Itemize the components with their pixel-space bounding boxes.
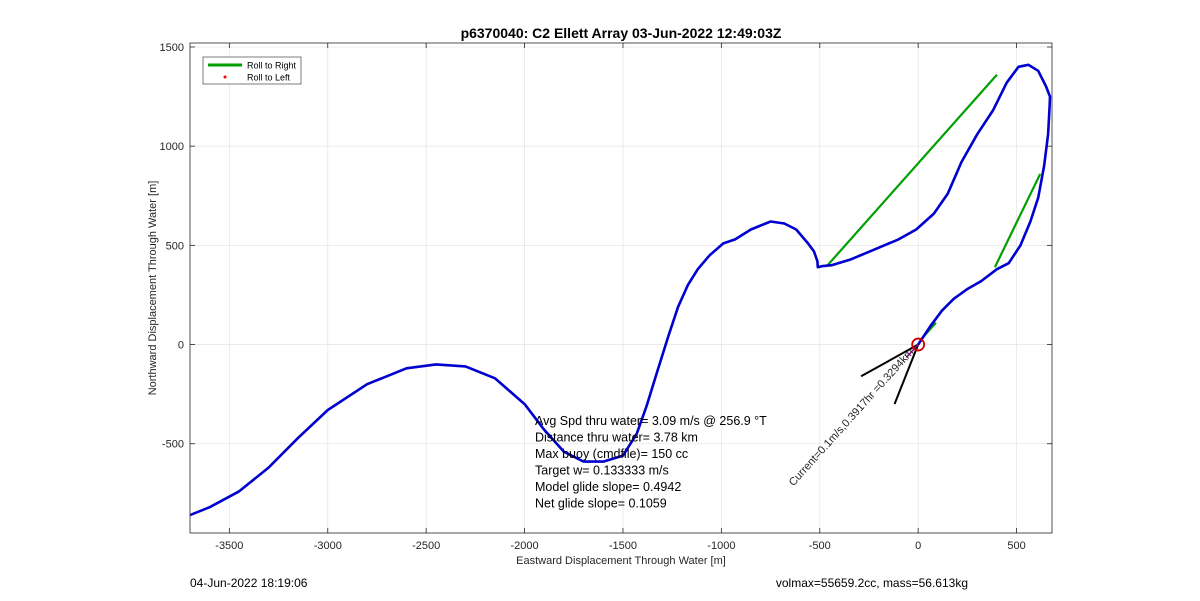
current-arrow-barb-lower <box>893 344 920 405</box>
plot-area <box>190 43 1052 533</box>
x-tick-label: -3000 <box>314 540 342 552</box>
footer-timestamp: 04-Jun-2022 18:19:06 <box>190 576 308 590</box>
track-line <box>190 63 1052 517</box>
roll-right-segment <box>826 74 998 266</box>
x-tick-label: 0 <box>915 540 921 552</box>
legend-roll-left-label: Roll to Left <box>247 73 291 83</box>
annotation-model-glide-slope: Model glide slope= 0.4942 <box>535 480 681 494</box>
roll-right-segment <box>993 173 1042 268</box>
y-tick-label: 500 <box>166 240 184 252</box>
y-axis-label: Northward Displacement Through Water [m] <box>147 181 159 396</box>
legend: Roll to Right Roll to Left <box>202 56 302 85</box>
plot-border <box>189 42 1053 534</box>
track-series <box>190 63 1052 517</box>
y-tick-label: -500 <box>162 439 184 451</box>
legend-roll-left-swatch <box>223 75 227 79</box>
annotation-net-glide-slope: Net glide slope= 0.1059 <box>535 497 667 511</box>
chart-title: p6370040: C2 Ellett Array 03-Jun-2022 12… <box>461 25 782 41</box>
x-axis-label: Eastward Displacement Through Water [m] <box>516 555 726 567</box>
current-arrow-barb-upper <box>860 343 919 378</box>
annotation-max-buoy: Max buoy (cmdfile)= 150 cc <box>535 447 688 461</box>
y-tick-label: 0 <box>178 340 184 352</box>
annotation-block: Avg Spd thru water= 3.09 m/s @ 256.9 °T … <box>535 414 767 511</box>
y-axis-ticks: -500 0 500 1000 1500 <box>160 42 1052 451</box>
y-tick-label: 1000 <box>160 141 184 153</box>
end-position-marker <box>911 337 926 352</box>
annotation-distance: Distance thru water= 3.78 km <box>535 431 698 445</box>
x-tick-label: -3500 <box>215 540 243 552</box>
x-tick-label: -2500 <box>412 540 440 552</box>
legend-box <box>202 56 302 85</box>
grid <box>190 43 1052 533</box>
annotation-avg-speed: Avg Spd thru water= 3.09 m/s @ 256.9 °T <box>535 414 767 428</box>
x-tick-label: 500 <box>1007 540 1025 552</box>
x-tick-label: -500 <box>809 540 831 552</box>
annotation-target-w: Target w= 0.133333 m/s <box>535 464 669 478</box>
footer-mass-info: volmax=55659.2cc, mass=56.613kg <box>776 576 968 590</box>
x-tick-label: -2000 <box>510 540 538 552</box>
x-tick-label: -1000 <box>707 540 735 552</box>
legend-roll-right-label: Roll to Right <box>247 61 297 71</box>
x-axis-ticks: -3500 -3000 -2500 -2000 -1500 -1000 -500 0 500 <box>215 43 1026 552</box>
x-tick-label: -1500 <box>609 540 637 552</box>
current-arrow-shaft <box>905 344 919 358</box>
y-tick-label: 1500 <box>160 42 184 54</box>
